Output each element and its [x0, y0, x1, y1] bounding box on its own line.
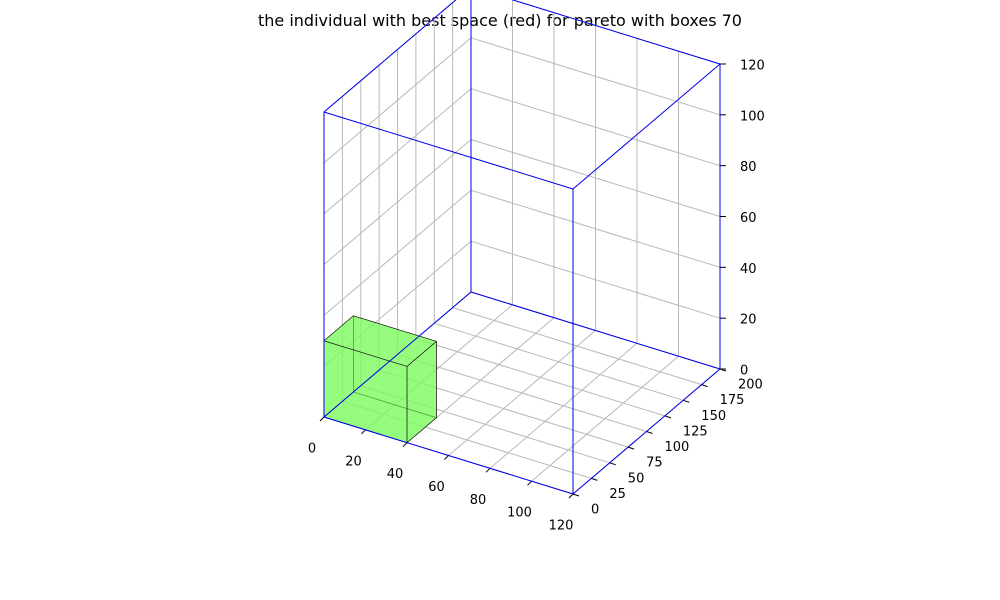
x-tick-label: 0 [308, 442, 316, 457]
y-tick [664, 415, 672, 419]
y-tick-label: 125 [683, 424, 708, 439]
x-tick-label: 120 [549, 519, 574, 534]
z-tick-label: 120 [740, 59, 765, 74]
y-tick-label: 0 [591, 503, 599, 518]
grid-y-floor [434, 322, 684, 401]
y-tick [591, 477, 598, 481]
x-tick [485, 467, 491, 473]
x-tick [319, 416, 325, 422]
grid-z-left [323, 189, 472, 316]
grid-z-back [470, 240, 721, 319]
grid-z-back [470, 189, 721, 268]
grid-y-floor [415, 338, 666, 417]
z-tick-label: 80 [740, 160, 757, 175]
y-tick-label: 150 [701, 409, 726, 424]
z-tick-label: 20 [740, 313, 757, 328]
grid-z-left [323, 37, 472, 164]
y-tick [701, 384, 708, 388]
x-tick [402, 442, 408, 448]
grid-z-left [323, 88, 472, 215]
z-tick-label: 40 [740, 262, 757, 277]
x-tick [568, 493, 574, 499]
y-tick-label: 200 [738, 378, 763, 393]
container-edge-6 [572, 63, 721, 190]
chart-title: the individual with best space (red) for… [258, 11, 742, 30]
container-edge-7 [511, 0, 721, 65]
grid-z-back [470, 88, 721, 167]
container-edge-4 [323, 111, 574, 190]
container-edge-3 [470, 291, 721, 370]
y-tick [646, 431, 653, 434]
x-tick-label: 60 [428, 480, 445, 495]
z-tick-label: 60 [740, 211, 757, 226]
x-tick-label: 100 [507, 506, 532, 521]
z-tick-label: 0 [740, 364, 748, 379]
x-tick [527, 480, 532, 486]
axis-ticks: 0204060801001200255075100125150175200020… [308, 59, 765, 534]
grid-z-left [323, 139, 472, 265]
y-tick-label: 175 [720, 393, 745, 408]
grid-y-floor [452, 307, 702, 386]
y-tick-label: 50 [628, 471, 645, 486]
y-tick [683, 399, 690, 403]
grid-y-floor [397, 354, 647, 432]
grid-z-back [470, 37, 721, 116]
y-tick-label: 100 [665, 440, 690, 455]
container-edge-1 [323, 291, 472, 418]
packed-boxes [323, 315, 438, 444]
y-tick-label: 75 [646, 456, 663, 471]
grid-z-back [470, 139, 721, 217]
x-tick-label: 20 [345, 454, 362, 469]
y-tick-label: 25 [609, 487, 626, 502]
x-tick-label: 80 [470, 493, 487, 508]
container-edge-5 [323, 0, 457, 113]
y-tick [572, 493, 580, 497]
y-tick [627, 446, 635, 450]
x-tick [444, 455, 449, 460]
x-tick-label: 40 [387, 467, 404, 482]
x-tick [361, 429, 366, 435]
box-0-face-5 [323, 315, 438, 367]
z-tick-label: 100 [740, 109, 765, 124]
y-tick [609, 462, 616, 466]
